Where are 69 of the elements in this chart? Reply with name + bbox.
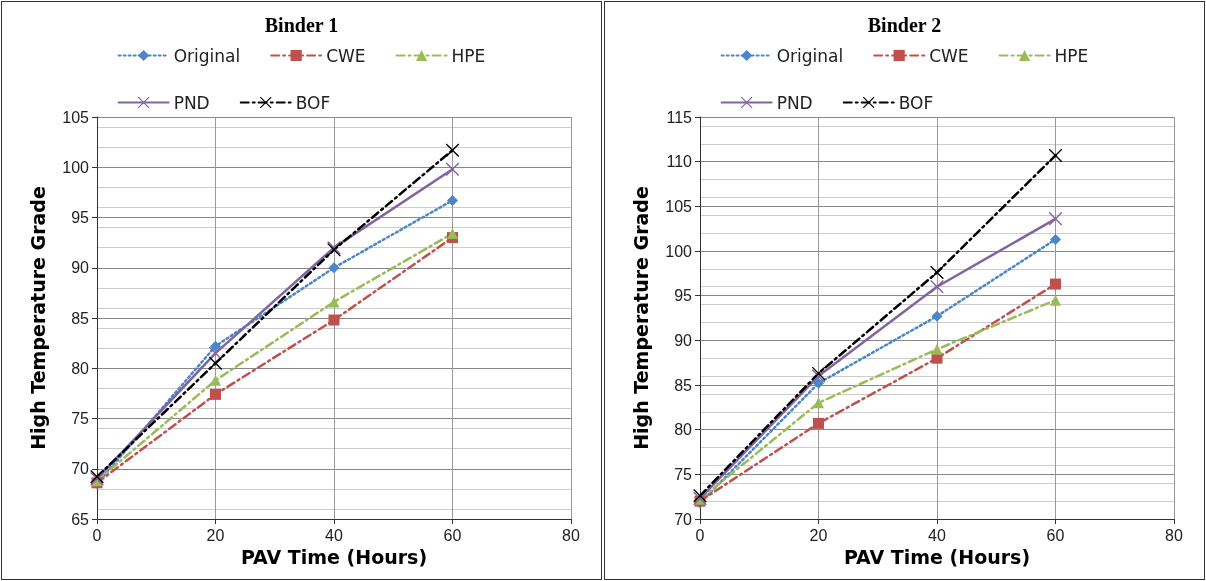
point — [209, 346, 222, 360]
point — [209, 356, 222, 370]
point — [813, 397, 824, 409]
y-tick-label: 110 — [666, 153, 693, 171]
legend-label: BOF — [295, 92, 331, 113]
chart-title: Binder 2 — [867, 14, 942, 36]
point — [328, 262, 340, 274]
chart-title: Binder 1 — [264, 14, 339, 36]
x-tick-label: 80 — [562, 526, 580, 544]
legend-label: PND — [173, 92, 210, 113]
legend-label: BOF — [898, 92, 934, 113]
legend-label: HPE — [1054, 45, 1089, 66]
point — [813, 377, 824, 389]
y-tick-label: 75 — [71, 410, 90, 427]
point — [447, 194, 458, 206]
point — [1049, 212, 1062, 226]
point — [930, 280, 944, 294]
y-tick-label: 70 — [71, 460, 90, 478]
point — [1050, 278, 1061, 290]
y-tick-label: 85 — [71, 309, 90, 327]
point — [446, 143, 459, 157]
legend-label: Original — [776, 45, 844, 66]
point — [1050, 294, 1061, 306]
x-tick-label: 60 — [443, 526, 462, 544]
y-tick-label: 70 — [674, 510, 693, 528]
point — [813, 417, 824, 429]
point — [931, 310, 943, 322]
y-tick-label: 100 — [62, 158, 90, 176]
y-tick-label: 80 — [674, 421, 693, 439]
y-tick-label: 95 — [674, 287, 693, 305]
x-axis-title: PAV Time (Hours) — [240, 546, 428, 569]
x-tick-label: 40 — [325, 526, 343, 544]
point — [328, 296, 340, 308]
y-tick-label: 85 — [674, 376, 693, 394]
point — [210, 374, 221, 386]
point — [328, 314, 340, 326]
x-tick-label: 60 — [1046, 526, 1065, 544]
y-tick-label: 80 — [71, 359, 90, 377]
x-tick-label: 0 — [92, 526, 102, 544]
y-tick-label: 105 — [665, 197, 693, 215]
x-tick-label: 20 — [206, 526, 225, 544]
legend-label: Original — [173, 45, 241, 66]
x-axis-title: PAV Time (Hours) — [843, 546, 1031, 569]
x-tick-label: 80 — [1165, 526, 1183, 544]
x-tick-label: 20 — [809, 526, 828, 544]
y-axis-title: High Temperature Grade — [629, 186, 652, 450]
y-axis-title: High Temperature Grade — [26, 186, 49, 450]
y-tick-label: 95 — [71, 209, 90, 226]
x-tick-label: 40 — [928, 526, 946, 544]
x-tick-label: 0 — [695, 526, 705, 544]
legend-label: CWE — [326, 45, 366, 66]
point — [1049, 148, 1062, 162]
y-tick-label: 100 — [665, 242, 693, 260]
y-tick-label: 115 — [666, 108, 693, 126]
point — [931, 343, 943, 355]
y-tick-label: 65 — [71, 510, 90, 528]
point — [1050, 233, 1061, 245]
legend-label: HPE — [451, 45, 486, 66]
y-tick-label: 105 — [62, 108, 90, 126]
point — [930, 265, 944, 279]
y-tick-label: 75 — [674, 465, 693, 483]
y-tick-label: 90 — [71, 259, 90, 277]
point — [210, 388, 221, 400]
point — [210, 340, 221, 352]
point — [447, 228, 458, 240]
y-tick-label: 90 — [674, 331, 693, 349]
point — [446, 162, 459, 176]
legend-label: CWE — [929, 45, 969, 66]
legend-label: PND — [776, 92, 813, 113]
